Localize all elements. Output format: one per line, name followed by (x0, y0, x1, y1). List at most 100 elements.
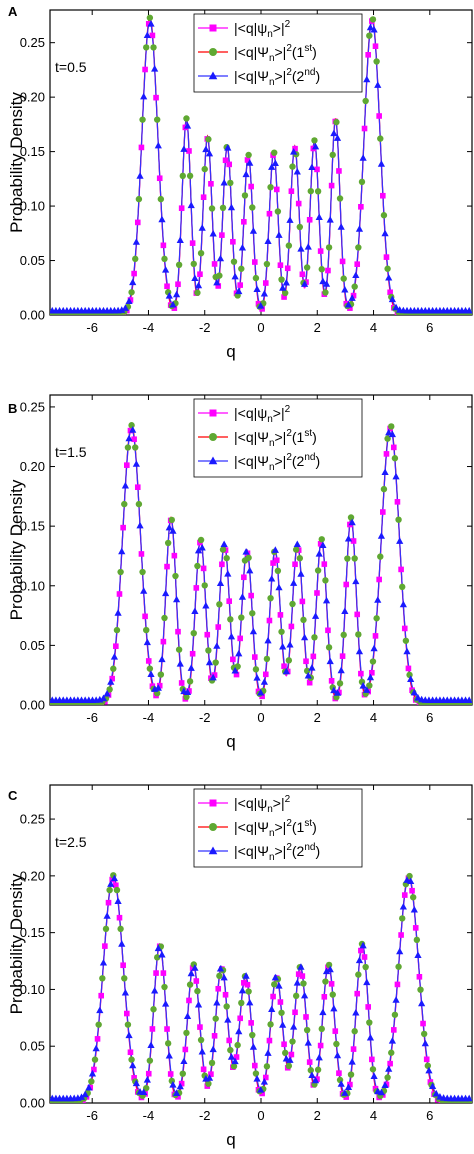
data-point (270, 993, 276, 1000)
data-point (299, 973, 306, 979)
data-point (325, 961, 333, 969)
data-point (235, 1027, 243, 1035)
series-markers-2 (50, 872, 472, 1103)
data-point (197, 1024, 203, 1030)
data-point (95, 1021, 102, 1028)
data-point (337, 223, 345, 230)
data-point (361, 954, 368, 960)
legend-text-part: (2 (292, 453, 305, 469)
data-point (330, 129, 338, 137)
data-point (328, 678, 335, 684)
data-point (281, 1049, 289, 1057)
data-point (311, 634, 318, 641)
data-point (326, 965, 334, 973)
data-point (388, 1049, 395, 1056)
x-tick-label: 4 (370, 320, 377, 335)
data-point (219, 232, 225, 238)
data-point (200, 565, 207, 572)
y-tick-label: 0.20 (20, 459, 45, 474)
data-point (88, 1078, 95, 1085)
data-point (121, 304, 129, 311)
data-point (160, 638, 167, 645)
data-point (380, 509, 386, 515)
data-point (260, 289, 268, 297)
data-point (110, 665, 117, 672)
data-point (390, 1027, 397, 1033)
data-point (318, 536, 325, 543)
data-point (257, 301, 265, 309)
data-point (190, 260, 197, 268)
legend-text-part: nd (304, 452, 315, 463)
x-tick-label: 2 (314, 710, 321, 725)
data-point (396, 537, 404, 544)
data-point (339, 653, 346, 659)
data-point (392, 996, 400, 1003)
data-point (197, 249, 205, 257)
data-point (135, 500, 143, 508)
data-point (355, 971, 362, 978)
data-point (136, 521, 144, 529)
data-point (222, 157, 229, 164)
data-point (369, 1066, 377, 1073)
data-point (352, 577, 360, 585)
data-point (132, 255, 139, 263)
data-point (216, 964, 225, 972)
data-point (194, 281, 203, 289)
data-point (121, 481, 129, 489)
data-point (213, 278, 221, 286)
data-point (306, 1059, 313, 1065)
data-point (374, 596, 382, 603)
data-point (268, 1005, 276, 1012)
data-point (99, 975, 106, 982)
data-point (330, 686, 338, 694)
data-point (277, 262, 284, 268)
data-point (351, 1028, 358, 1035)
data-point (387, 289, 393, 296)
y-tick-label: 0.05 (20, 1039, 45, 1054)
legend: |<q|ψn>|2|<q|Ψn>|2(1st)|<q|Ψn>|2(2nd) (193, 788, 363, 868)
legend-text-part: ) (312, 819, 317, 835)
data-point (150, 44, 157, 51)
data-point (198, 1047, 206, 1055)
legend-text-part: >| (273, 20, 285, 36)
data-point (347, 514, 355, 521)
data-point (332, 1028, 339, 1034)
data-point (303, 1014, 309, 1020)
data-point (295, 200, 302, 207)
panel-label: B (8, 401, 17, 416)
data-point (388, 423, 395, 430)
data-point (124, 1010, 130, 1017)
data-point (197, 536, 205, 544)
data-point (246, 566, 254, 574)
data-point (350, 292, 357, 299)
data-point (113, 886, 121, 894)
data-point (193, 978, 200, 984)
legend-text-part: 2 (285, 19, 291, 30)
data-point (303, 264, 311, 271)
plot-area (50, 422, 472, 705)
data-point (341, 285, 349, 293)
legend-entry-1: |<q|ψn>|2 (234, 794, 291, 815)
data-point (417, 986, 424, 993)
data-point (154, 141, 162, 149)
legend-entry-1: |<q|ψn>|2 (234, 19, 291, 40)
data-point (147, 670, 155, 677)
data-point (231, 1057, 239, 1065)
x-tick-label: -2 (199, 710, 211, 725)
data-point (299, 598, 306, 605)
data-point (136, 172, 144, 179)
data-point (162, 266, 170, 273)
data-point (167, 1071, 174, 1077)
data-point (271, 546, 279, 553)
data-point (226, 1037, 233, 1044)
data-point (257, 1086, 265, 1093)
data-point (292, 561, 298, 568)
legend-text-part: n (269, 77, 275, 88)
data-point (326, 657, 334, 665)
x-tick-label: -6 (86, 1108, 98, 1123)
data-point (282, 667, 290, 675)
data-point (380, 192, 386, 199)
data-point (369, 669, 375, 676)
data-point (220, 973, 228, 981)
legend-marker (208, 456, 218, 465)
